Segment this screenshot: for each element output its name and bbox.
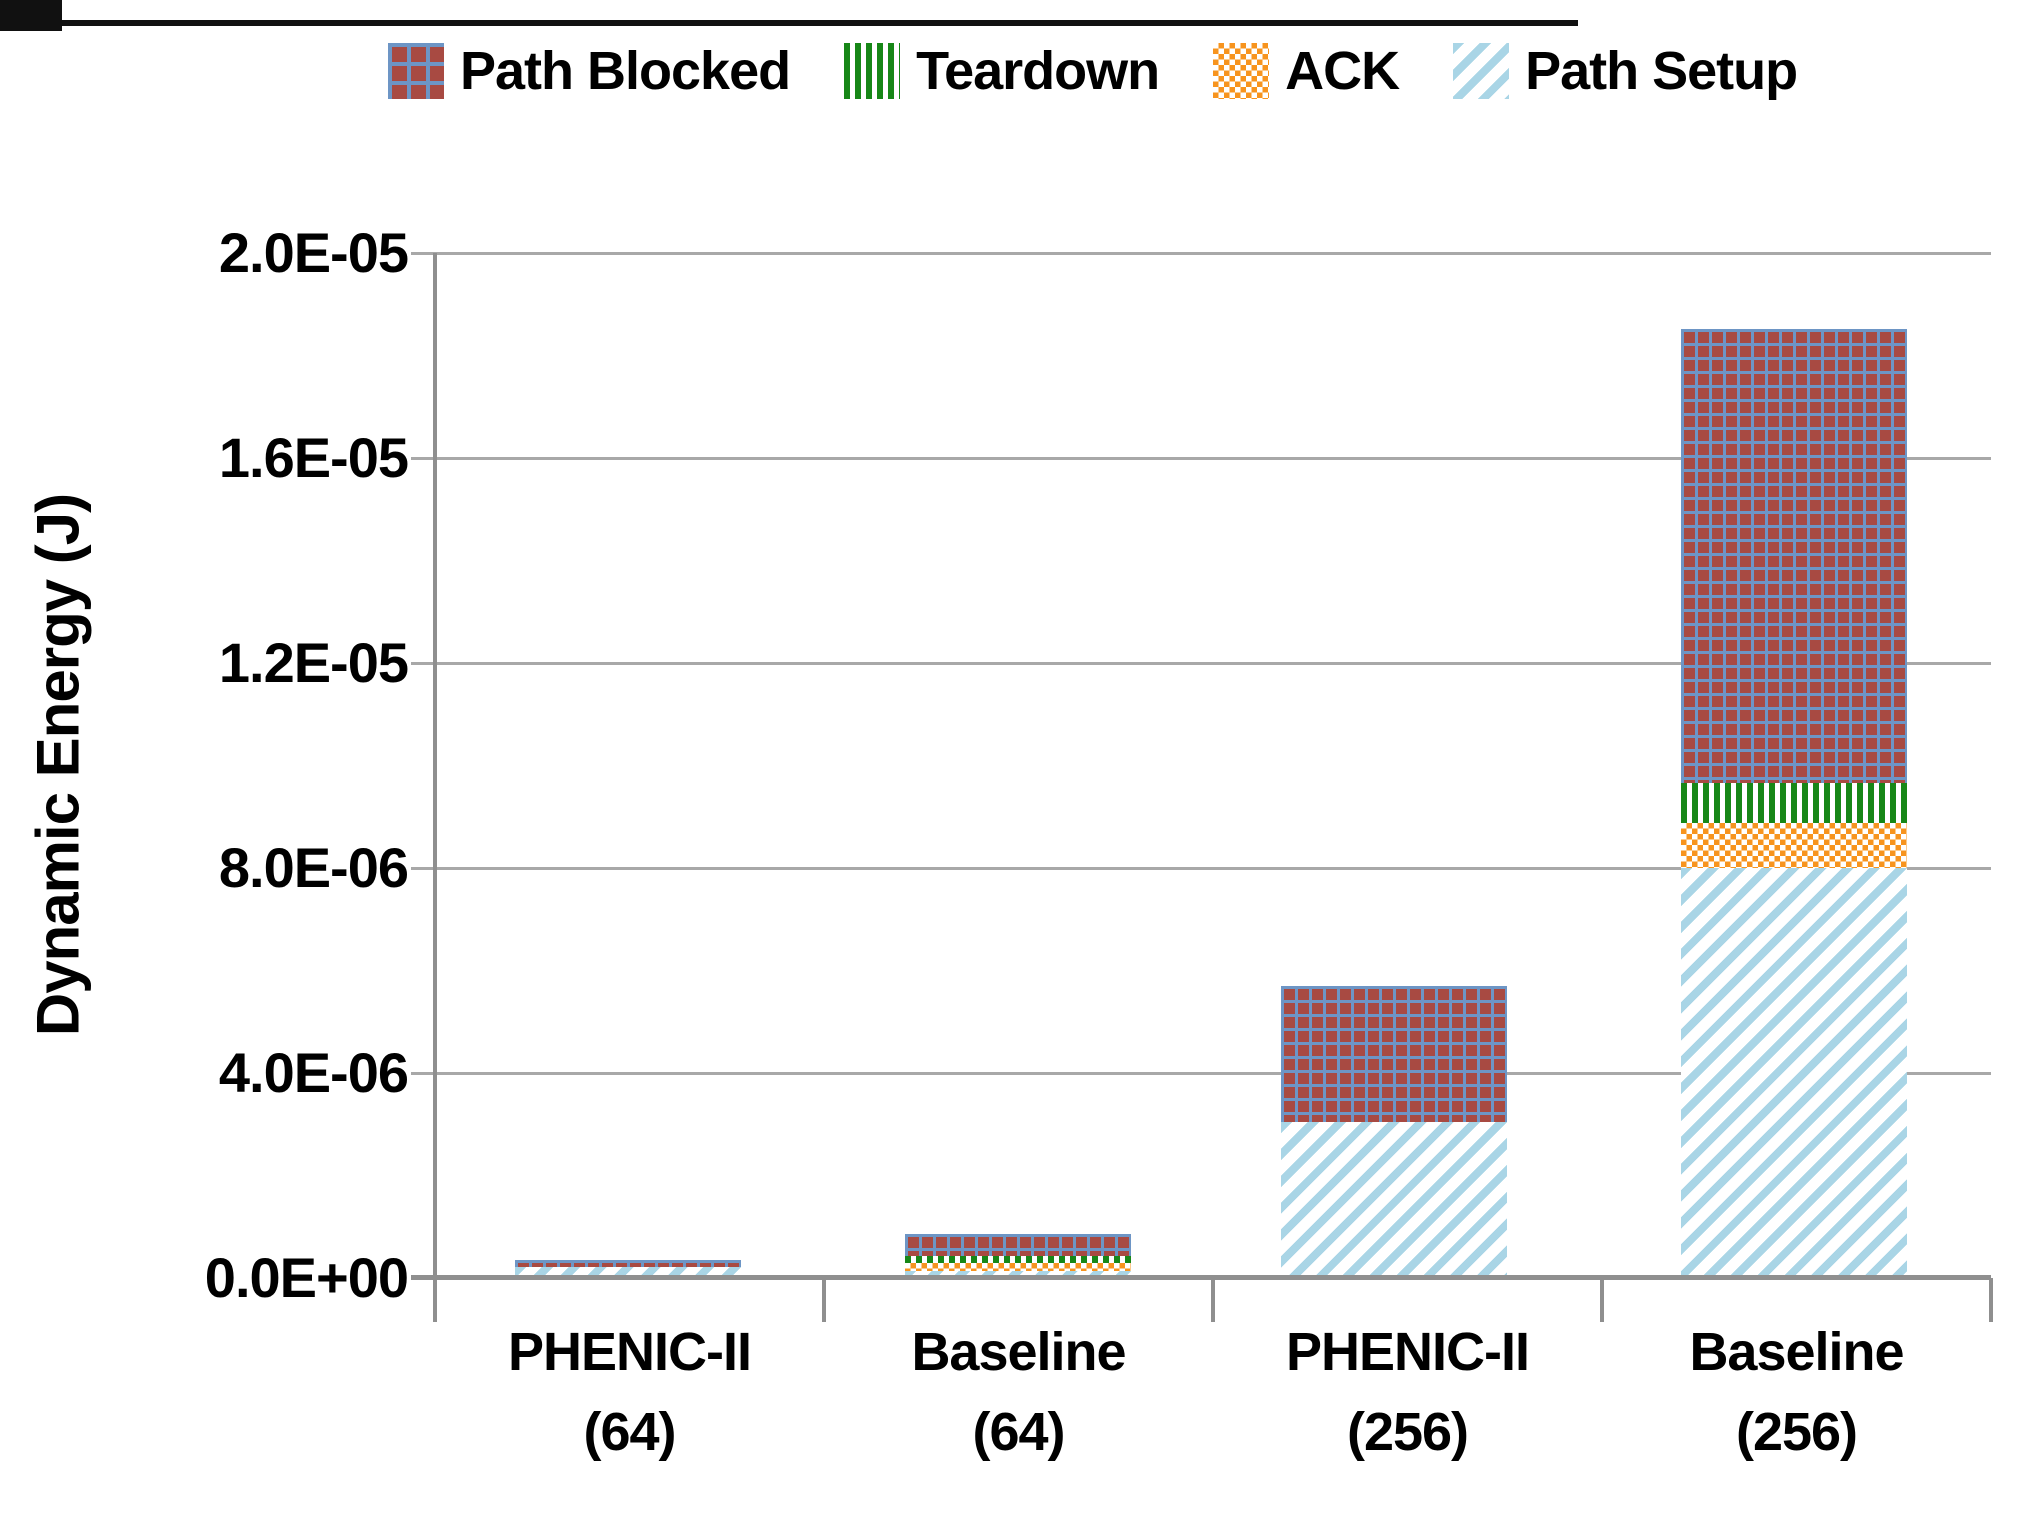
x-label-line1: Baseline [1689, 1322, 1904, 1382]
x-axis-line [411, 1275, 1991, 1280]
legend: Path Blocked Teardown ACK Path Setup [388, 40, 1798, 102]
gridline-1.6e-5 [411, 457, 1991, 460]
x-label-line1: Baseline [911, 1322, 1126, 1382]
bar-segment-ack-baseline-64 [905, 1263, 1131, 1271]
bar-segment-path-blocked-phenic-ii-64 [515, 1260, 741, 1268]
x-axis-tick-1 [822, 1278, 826, 1322]
legend-item-ack: ACK [1213, 40, 1400, 102]
x-label-line1: PHENIC-II [1285, 1322, 1530, 1382]
y-tick-label-0: 0.0E+00 [204, 1246, 409, 1309]
y-axis-line [433, 253, 437, 1322]
bar-segment-path-setup-baseline-256 [1681, 868, 1907, 1278]
legend-label-path-setup: Path Setup [1525, 41, 1798, 101]
x-label-line2: (256) [1735, 1402, 1858, 1462]
bar-segment-path-blocked-baseline-256 [1681, 329, 1907, 783]
bar-segment-path-setup-phenic-ii-64 [515, 1267, 741, 1278]
y-tick-label-1.6e-5: 1.6E-05 [218, 426, 409, 489]
gridline-4e-6 [411, 1072, 1991, 1075]
x-label-phenic-ii-64: PHENIC-II (64) [435, 1312, 824, 1472]
bar-segment-ack-baseline-256 [1681, 822, 1907, 868]
y-tick-label-2e-5: 2.0E-05 [218, 221, 409, 284]
bar-segment-path-blocked-phenic-ii-256 [1281, 985, 1507, 1122]
plot-area [411, 252, 1993, 1322]
y-tick-label-1.2e-5: 1.2E-05 [218, 631, 409, 694]
path-setup-swatch-icon [1453, 43, 1510, 99]
bar-segment-teardown-baseline-256 [1681, 782, 1907, 823]
top-rule-line [0, 20, 1578, 26]
legend-item-path-blocked: Path Blocked [388, 40, 791, 102]
gridline-1.2e-5 [411, 662, 1991, 665]
bars-container [435, 253, 1991, 1278]
y-axis-title: Dynamic Energy (J) [24, 493, 92, 1037]
y-tick-label-8e-6: 8.0E-06 [218, 836, 409, 899]
x-axis-tick-3 [1600, 1278, 1604, 1322]
path-blocked-swatch-icon [388, 43, 444, 99]
bar-segment-path-setup-baseline-64 [905, 1270, 1131, 1278]
gridline-8e-6 [411, 867, 1991, 870]
bar-segment-path-blocked-baseline-64 [905, 1233, 1131, 1256]
x-label-baseline-64: Baseline (64) [824, 1312, 1213, 1472]
legend-label-path-blocked: Path Blocked [460, 41, 791, 101]
x-label-line2: (64) [972, 1402, 1065, 1462]
legend-item-path-setup: Path Setup [1453, 40, 1798, 102]
x-label-baseline-256: Baseline (256) [1602, 1312, 1991, 1472]
x-axis-tick-4 [1989, 1278, 1993, 1322]
teardown-swatch-icon [844, 43, 901, 99]
x-label-line1: PHENIC-II [507, 1322, 752, 1382]
legend-label-ack: ACK [1285, 41, 1400, 101]
bar-segment-teardown-baseline-64 [905, 1255, 1131, 1264]
legend-item-teardown: Teardown [844, 40, 1160, 102]
bar-segment-path-setup-phenic-ii-256 [1281, 1121, 1507, 1278]
y-tick-label-4e-6: 4.0E-06 [218, 1041, 409, 1104]
x-label-phenic-ii-256: PHENIC-II (256) [1213, 1312, 1602, 1472]
x-label-line2: (256) [1346, 1402, 1469, 1462]
ack-swatch-icon [1213, 43, 1270, 99]
x-label-line2: (64) [583, 1402, 676, 1462]
top-left-black-block [0, 0, 62, 31]
gridline-2e-5 [411, 252, 1991, 255]
x-axis-tick-2 [1211, 1278, 1215, 1322]
legend-label-teardown: Teardown [916, 41, 1160, 101]
